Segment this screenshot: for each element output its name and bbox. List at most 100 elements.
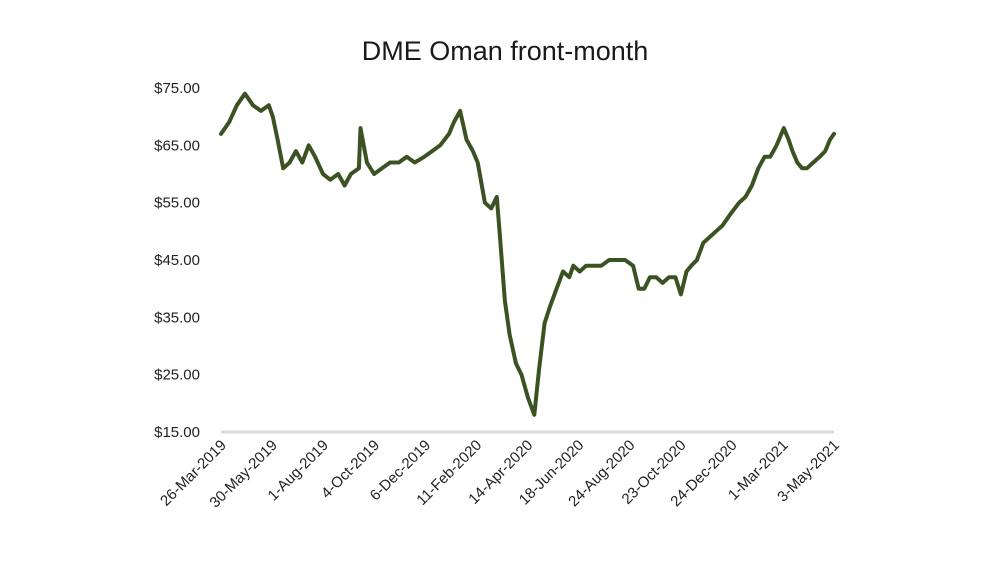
data-point [775,143,779,147]
data-point [728,212,733,216]
data-point [476,160,480,165]
data-point [667,275,671,279]
data-point [219,132,223,136]
data-point [267,103,271,107]
data-point [452,120,456,124]
data-point [288,160,292,165]
data-point [458,109,462,113]
data-point [430,149,434,153]
data-point [832,132,836,136]
data-point [818,155,822,159]
data-point [447,132,451,136]
data-point [365,160,369,165]
data-point [743,195,748,199]
data-point [607,258,611,262]
data-point [642,287,646,291]
data-point [708,235,712,239]
data-point [768,155,772,159]
data-point [357,166,361,170]
data-point [243,92,247,96]
data-point [405,155,409,159]
y-tick-label: $35.00 [154,309,200,326]
x-axis-ticks: 26-Mar-201930-May-20191-Aug-20194-Oct-20… [157,437,843,512]
data-point [737,201,741,205]
data-point [689,264,693,268]
data-point [661,281,665,285]
series-line [219,91,836,417]
data-point [631,264,635,268]
data-point [321,172,325,176]
y-tick-label: $45.00 [154,252,200,269]
data-point [498,235,502,239]
data-point [397,160,401,165]
data-point [489,206,493,210]
data-point [503,298,507,302]
data-point [811,160,815,165]
data-point [343,183,347,188]
data-point [584,264,588,268]
data-point [537,367,541,371]
data-point [508,332,512,337]
y-tick-label: $75.00 [154,80,200,97]
data-point [567,275,571,279]
chart-title: DME Oman front-month [362,36,649,66]
data-point [300,160,304,165]
data-point [514,361,518,365]
data-point [372,172,376,176]
data-point [294,149,298,153]
data-point [380,166,384,170]
data-point [720,224,725,228]
data-point [483,201,487,205]
data-point [543,321,547,325]
data-point [413,160,417,165]
data-point [828,138,832,142]
data-point [259,109,263,113]
data-point [307,143,311,147]
data-point [438,143,442,147]
data-point [714,229,718,233]
data-point [464,138,469,142]
data-point [271,115,275,119]
data-point [763,155,767,159]
data-point [526,396,530,400]
data-point [276,138,280,142]
data-point [823,149,827,153]
data-point [235,103,239,107]
data-point [591,264,595,268]
data-point [328,178,332,182]
series-layer [219,91,836,417]
data-point [599,264,603,268]
data-point [336,172,340,176]
data-point [571,264,575,268]
data-point [756,166,760,170]
data-point [313,155,317,159]
data-point [388,160,392,165]
data-point [519,373,524,377]
y-axis-ticks: $15.00 $25.00 $35.00 $45.00 $55.00 $65.00 $75.… [154,80,200,441]
data-point [701,241,705,245]
data-point [623,258,627,262]
y-tick-label: $25.00 [154,367,200,384]
data-point [805,166,809,170]
data-point [281,166,285,170]
data-point [471,149,475,153]
data-point [251,103,255,107]
data-point [679,292,683,296]
data-point [695,258,699,262]
data-point [548,304,552,308]
data-point [800,166,804,170]
data-point [790,149,795,153]
data-point [495,195,499,199]
y-tick-label: $65.00 [154,137,200,154]
data-point [615,258,619,262]
data-point [349,172,353,176]
data-point [787,138,791,142]
data-point [684,269,689,274]
y-tick-label: $55.00 [154,195,200,212]
data-point [782,126,786,130]
data-point [561,269,565,274]
data-point [358,126,363,130]
data-point [637,287,641,291]
